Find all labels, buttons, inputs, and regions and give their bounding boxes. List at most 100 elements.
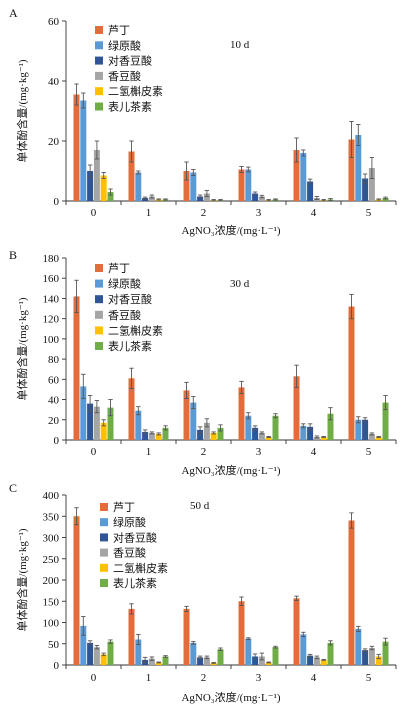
error-bar bbox=[356, 416, 361, 424]
panel-letter: C bbox=[9, 481, 17, 495]
y-tick-label: 150 bbox=[43, 596, 60, 608]
error-bar bbox=[142, 429, 148, 435]
data-bar bbox=[375, 656, 382, 665]
error-bar bbox=[321, 659, 326, 661]
x-tick-label: 2 bbox=[201, 446, 207, 458]
data-bar bbox=[203, 193, 210, 201]
data-bar bbox=[355, 628, 362, 665]
data-bar bbox=[217, 427, 224, 440]
data-bar bbox=[135, 172, 142, 201]
error-bar bbox=[136, 170, 141, 175]
error-bar bbox=[197, 194, 203, 199]
data-bar bbox=[307, 426, 314, 440]
data-bar bbox=[183, 171, 190, 201]
data-bar bbox=[73, 516, 80, 665]
data-bar bbox=[272, 415, 279, 440]
error-bar bbox=[328, 198, 333, 201]
error-bar bbox=[81, 616, 86, 636]
data-bar bbox=[93, 150, 100, 201]
error-bar bbox=[74, 83, 79, 106]
y-tick-label: 120 bbox=[43, 314, 60, 326]
data-bar bbox=[203, 657, 210, 665]
data-bar bbox=[142, 431, 149, 440]
legend-label: 表儿茶素 bbox=[108, 339, 152, 353]
error-bar bbox=[314, 196, 320, 200]
legend-label: 二氢槲皮素 bbox=[108, 323, 163, 337]
panel-a: A 0 20 40 60 0 1 2 3 4 5 AgNO₃浓度/(mg·L⁻¹) 单体酚含量/(mg·… bbox=[9, 6, 397, 237]
y-axis-title: 单体酚含量/(mg·kg⁻¹) bbox=[15, 59, 29, 163]
data-bar bbox=[272, 647, 279, 665]
data-bar bbox=[362, 419, 369, 440]
x-tick-label: 0 bbox=[91, 207, 97, 219]
error-bar bbox=[129, 367, 134, 389]
data-bar bbox=[245, 638, 252, 665]
data-bar bbox=[258, 432, 265, 440]
error-bar bbox=[94, 140, 100, 160]
data-bar bbox=[100, 175, 107, 201]
error-bar bbox=[294, 595, 299, 601]
data-bar bbox=[307, 655, 314, 665]
data-bar bbox=[135, 410, 142, 440]
y-tick-label: 40 bbox=[48, 395, 60, 407]
data-bar bbox=[355, 419, 362, 440]
data-bar bbox=[348, 139, 355, 201]
legend-label: 芦丁 bbox=[108, 262, 130, 275]
y-tick-label: 20 bbox=[48, 415, 60, 427]
error-bar bbox=[383, 637, 388, 646]
error-bar bbox=[321, 436, 326, 438]
legend-swatch bbox=[100, 579, 108, 587]
error-bar bbox=[129, 603, 134, 615]
error-bar bbox=[74, 507, 79, 526]
data-bar bbox=[197, 429, 204, 440]
x-tick-label: 0 bbox=[91, 446, 97, 458]
panel-c: C 0 50 100 150 200 250 300 350 400 0 1 2 3 4 5 AgNO₃浓度/(… bbox=[9, 481, 397, 704]
y-tick-label: 140 bbox=[43, 293, 60, 305]
error-bar bbox=[328, 407, 333, 421]
error-bar bbox=[328, 640, 333, 646]
data-bar bbox=[348, 520, 355, 665]
data-bar bbox=[148, 658, 155, 665]
error-bar bbox=[156, 432, 161, 436]
data-bar bbox=[183, 390, 190, 440]
error-bar bbox=[218, 647, 223, 651]
legend-item: 表儿茶素 bbox=[95, 339, 152, 353]
data-bar bbox=[238, 601, 245, 665]
data-bar bbox=[128, 151, 135, 201]
legend-label: 对香豆酸 bbox=[113, 530, 157, 544]
data-bar bbox=[190, 402, 197, 440]
error-bar bbox=[211, 199, 216, 202]
legend-item: 香豆酸 bbox=[95, 308, 141, 322]
error-bar bbox=[197, 655, 203, 660]
legend-swatch bbox=[95, 342, 103, 350]
data-bar bbox=[368, 168, 375, 201]
legend-label: 对香豆酸 bbox=[108, 292, 152, 306]
day-annotation: 30 d bbox=[230, 278, 250, 290]
legend-swatch bbox=[100, 533, 108, 542]
day-annotation: 50 d bbox=[190, 500, 210, 512]
error-bar bbox=[307, 423, 313, 431]
error-bar bbox=[204, 190, 210, 197]
legend-swatch bbox=[95, 71, 103, 80]
x-axis-title: AgNO₃浓度/(mg·L⁻¹) bbox=[181, 463, 280, 477]
error-bar bbox=[156, 661, 161, 664]
legend-label: 二氢槲皮素 bbox=[108, 84, 163, 98]
legend-label: 绿原酸 bbox=[113, 515, 146, 529]
y-tick-label: 60 bbox=[48, 16, 60, 28]
error-bar bbox=[108, 639, 113, 644]
error-bar bbox=[94, 400, 100, 414]
legend-swatch bbox=[100, 503, 108, 511]
error-bar bbox=[163, 655, 168, 658]
legend-label: 对香豆酸 bbox=[108, 54, 152, 68]
error-bar bbox=[383, 196, 388, 200]
y-axis-title: 单体酚含量/(mg·kg⁻¹) bbox=[15, 528, 29, 632]
error-bar bbox=[108, 188, 113, 196]
y-tick-label: 0 bbox=[54, 196, 60, 208]
legend-item: 表儿茶素 bbox=[100, 576, 157, 590]
error-bar bbox=[81, 373, 86, 399]
legend-label: 二氢槲皮素 bbox=[113, 561, 168, 575]
error-bar bbox=[239, 166, 244, 173]
error-bar bbox=[362, 417, 368, 423]
data-bar bbox=[80, 100, 87, 201]
data-bar bbox=[252, 427, 259, 440]
